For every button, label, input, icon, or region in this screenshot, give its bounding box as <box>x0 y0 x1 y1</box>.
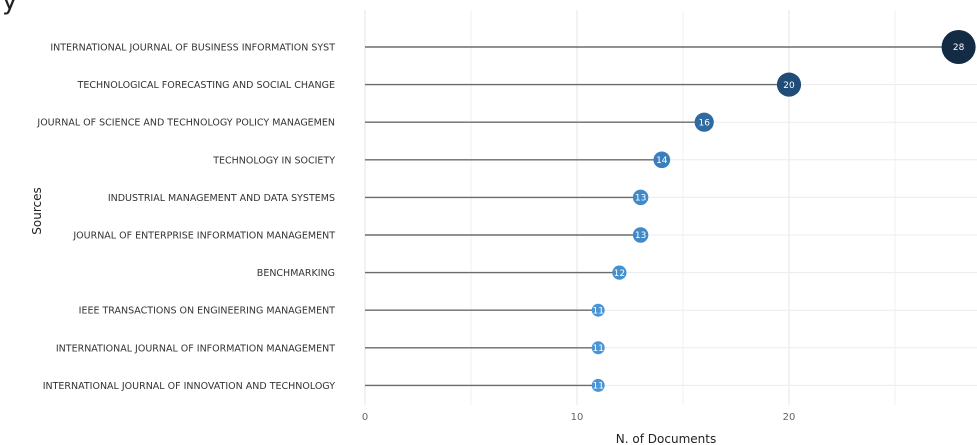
category-label: INTERNATIONAL JOURNAL OF INNOVATION AND … <box>43 381 336 392</box>
x-tick-labels: 0 10 20 <box>362 412 796 423</box>
lollipop-dot <box>591 303 605 317</box>
category-label: TECHNOLOGY IN SOCIETY <box>212 155 335 166</box>
category-label: INDUSTRIAL MANAGEMENT AND DATA SYSTEMS <box>108 193 335 204</box>
lollipop-dot <box>632 189 649 206</box>
lollipop-dot <box>941 29 976 65</box>
lollipop-dot <box>632 227 649 243</box>
grid-layer <box>364 10 977 405</box>
category-label: INTERNATIONAL JOURNAL OF INFORMATION MAN… <box>56 343 335 354</box>
stem-layer <box>365 46 959 387</box>
lollipop-dot <box>653 151 671 169</box>
x-tick-label: 0 <box>362 412 368 423</box>
lollipop-dot <box>591 378 605 392</box>
x-axis-label: N. of Documents <box>616 432 716 445</box>
data-label: 11 <box>592 344 603 354</box>
data-label: 14 <box>656 156 668 166</box>
y-axis-label: Sources <box>30 187 44 234</box>
category-label: JOURNAL OF ENTERPRISE INFORMATION MANAGE… <box>72 231 335 242</box>
data-label: 12 <box>614 269 625 279</box>
category-labels: INTERNATIONAL JOURNAL OF BUSINESS INFORM… <box>36 43 335 392</box>
category-label: BENCHMARKING <box>257 268 335 279</box>
category-label: IEEE TRANSACTIONS ON ENGINEERING MANAGEM… <box>79 306 336 317</box>
data-label: 20 <box>783 81 795 91</box>
data-label: 13 <box>635 194 646 204</box>
lollipop-dot <box>612 265 627 280</box>
lollipop-dot <box>591 341 605 355</box>
category-label: INTERNATIONAL JOURNAL OF BUSINESS INFORM… <box>50 43 335 54</box>
x-tick-label: 10 <box>571 412 584 423</box>
x-tick-label: 20 <box>783 412 796 423</box>
data-label: 28 <box>953 43 965 53</box>
category-label: JOURNAL OF SCIENCE AND TECHNOLOGY POLICY… <box>36 118 335 129</box>
dot-layer: 28 20 16 14 13 13 12 11 11 11 <box>591 29 976 392</box>
top-text-fragment: y <box>2 0 18 16</box>
data-label: 11 <box>592 382 603 392</box>
lollipop-dot <box>776 72 802 97</box>
data-label: 16 <box>698 118 710 128</box>
category-label: TECHNOLOGICAL FORECASTING AND SOCIAL CHA… <box>77 80 335 91</box>
lollipop-dot <box>694 112 714 132</box>
data-label: 11 <box>592 306 603 316</box>
data-label: 13 <box>635 231 646 241</box>
